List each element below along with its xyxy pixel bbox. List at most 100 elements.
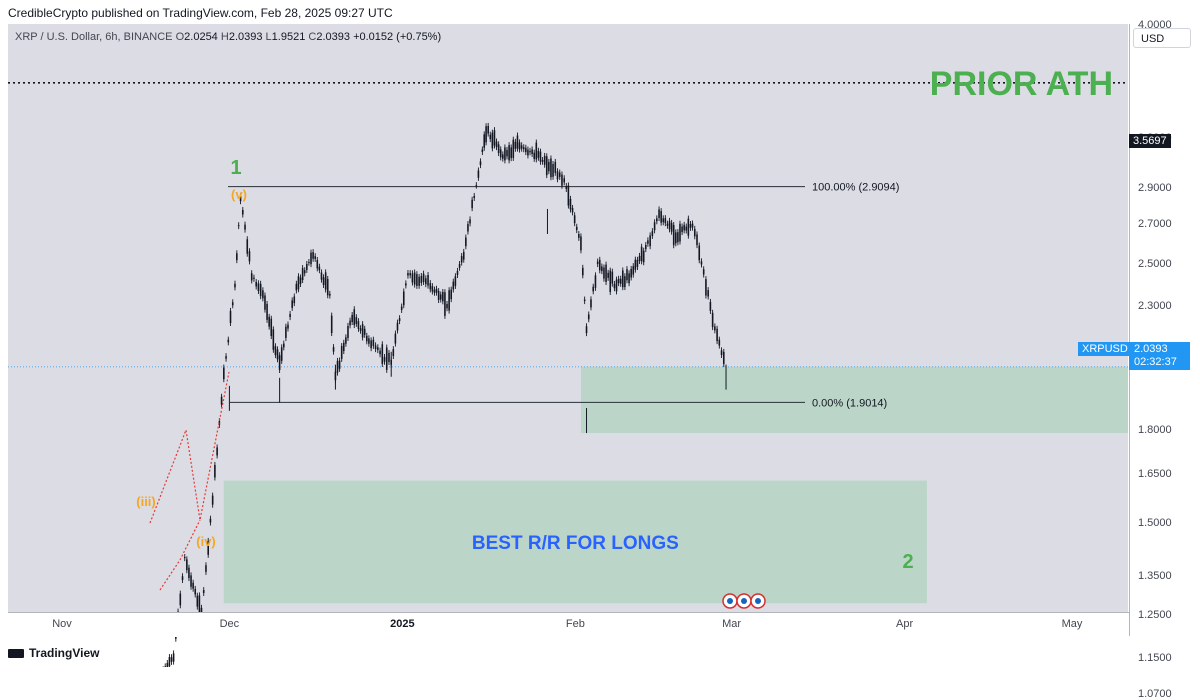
price-candle-body: [702, 269, 705, 275]
economic-event-icon-center: [755, 598, 761, 604]
price-candle-body: [630, 268, 632, 278]
price-candle-body: [338, 360, 341, 369]
price-candle-body: [672, 224, 675, 246]
price-candle-body: [295, 283, 298, 291]
wave-iv-label: (iv): [196, 534, 216, 549]
price-candle-body: [316, 260, 319, 269]
price-candle-body: [454, 276, 457, 286]
price-candle-body: [615, 279, 618, 292]
price-candle-body: [229, 310, 232, 324]
price-candle-body: [196, 595, 199, 607]
time-axis[interactable]: [8, 612, 1129, 637]
price-candle-body: [628, 273, 630, 284]
price-candle-body: [569, 198, 572, 210]
price-candle-body: [320, 272, 323, 280]
price-candle-body: [497, 144, 500, 154]
price-candle-body: [554, 161, 557, 173]
price-candle-body: [592, 286, 595, 292]
price-candle-body: [485, 126, 487, 143]
tradingview-logo[interactable]: TradingView: [8, 646, 99, 660]
price-candle-body: [330, 315, 333, 334]
price-candle-body: [374, 345, 377, 350]
low-label: L: [265, 31, 272, 43]
price-candle-body: [605, 264, 607, 282]
price-candle-body: [621, 270, 624, 288]
price-candle-body: [411, 273, 414, 283]
price-candle-body: [435, 288, 438, 293]
price-candle-body: [420, 276, 423, 283]
price-candle-body: [442, 292, 444, 302]
x-tick-label: Nov: [52, 618, 72, 630]
price-candle-body: [619, 278, 622, 284]
price-candle-body: [398, 318, 401, 322]
prior-ath-label: PRIOR ATH: [930, 65, 1113, 103]
price-candle-body: [582, 267, 584, 276]
price-candle-body: [214, 464, 216, 478]
price-candle-body: [293, 296, 296, 304]
price-candle-body: [209, 518, 212, 523]
price-candle-body: [514, 141, 517, 149]
price-candle-body: [575, 226, 578, 231]
price-candle-body: [332, 347, 335, 352]
price-candle-body: [548, 161, 550, 172]
price-candle-body: [645, 244, 647, 250]
price-candle-body: [402, 291, 405, 306]
price-candle-body: [383, 356, 386, 362]
price-candle-body: [172, 653, 175, 662]
price-candle-body: [578, 234, 580, 238]
price-candle-body: [405, 283, 407, 286]
price-candle-body: [234, 283, 236, 288]
chart-svg[interactable]: BEST R/R FOR LONGS PRIOR ATH 100.00% (2.9…: [0, 0, 1200, 667]
price-candle-body: [531, 149, 533, 154]
currency-button[interactable]: USD: [1133, 28, 1191, 48]
price-candle-body: [198, 595, 201, 620]
price-candle-body: [561, 174, 563, 186]
price-candle-body: [322, 277, 325, 285]
price-candle-body: [225, 356, 227, 359]
price-candle-body: [248, 251, 251, 262]
price-candle-body: [361, 324, 364, 338]
price-candle-body: [477, 170, 480, 178]
price-candle-body: [450, 289, 453, 300]
price-candle-body: [571, 207, 574, 213]
price-candle-body: [587, 314, 590, 320]
price-candle-body: [527, 149, 529, 156]
price-candle-body: [642, 250, 645, 263]
price-candle-body: [379, 350, 381, 355]
price-candle-body: [537, 150, 540, 158]
y-tick-label: 1.0700: [1138, 688, 1172, 700]
price-candle-body: [707, 290, 709, 297]
y-tick-label: 1.1500: [1138, 651, 1172, 664]
price-candle-body: [326, 278, 329, 296]
price-candle-body: [340, 346, 343, 359]
price-candle-body: [558, 172, 561, 177]
price-candle-body: [266, 303, 268, 320]
price-candle-body: [506, 149, 508, 157]
price-candle-body: [716, 328, 718, 342]
price-candle-body: [418, 276, 420, 286]
price-candle-body: [276, 349, 279, 360]
y-tick-label: 1.6500: [1138, 468, 1172, 481]
price-candle-body: [685, 226, 688, 231]
price-candle-body: [533, 152, 536, 159]
price-candle-body: [250, 273, 253, 281]
x-tick-label: Feb: [565, 618, 585, 630]
x-tick-label: Apr: [896, 618, 914, 630]
price-candle-body: [318, 266, 321, 271]
price-candle-body: [666, 223, 669, 226]
price-axis[interactable]: [1129, 24, 1200, 636]
price-candle-body: [681, 226, 683, 233]
price-candle-body: [388, 352, 390, 362]
price-candle-body: [491, 132, 494, 149]
price-candle-body: [691, 223, 694, 228]
price-candle-body: [324, 272, 327, 290]
price-candle-body: [512, 139, 515, 158]
price-candle-body: [499, 149, 502, 158]
price-candle-body: [700, 261, 703, 265]
price-candle-body: [565, 185, 568, 189]
price-candle-body: [473, 195, 476, 198]
price-candle-body: [550, 158, 552, 178]
price-candle-body: [409, 273, 411, 276]
price-candle-body: [370, 340, 372, 349]
price-candle-body: [170, 657, 173, 662]
